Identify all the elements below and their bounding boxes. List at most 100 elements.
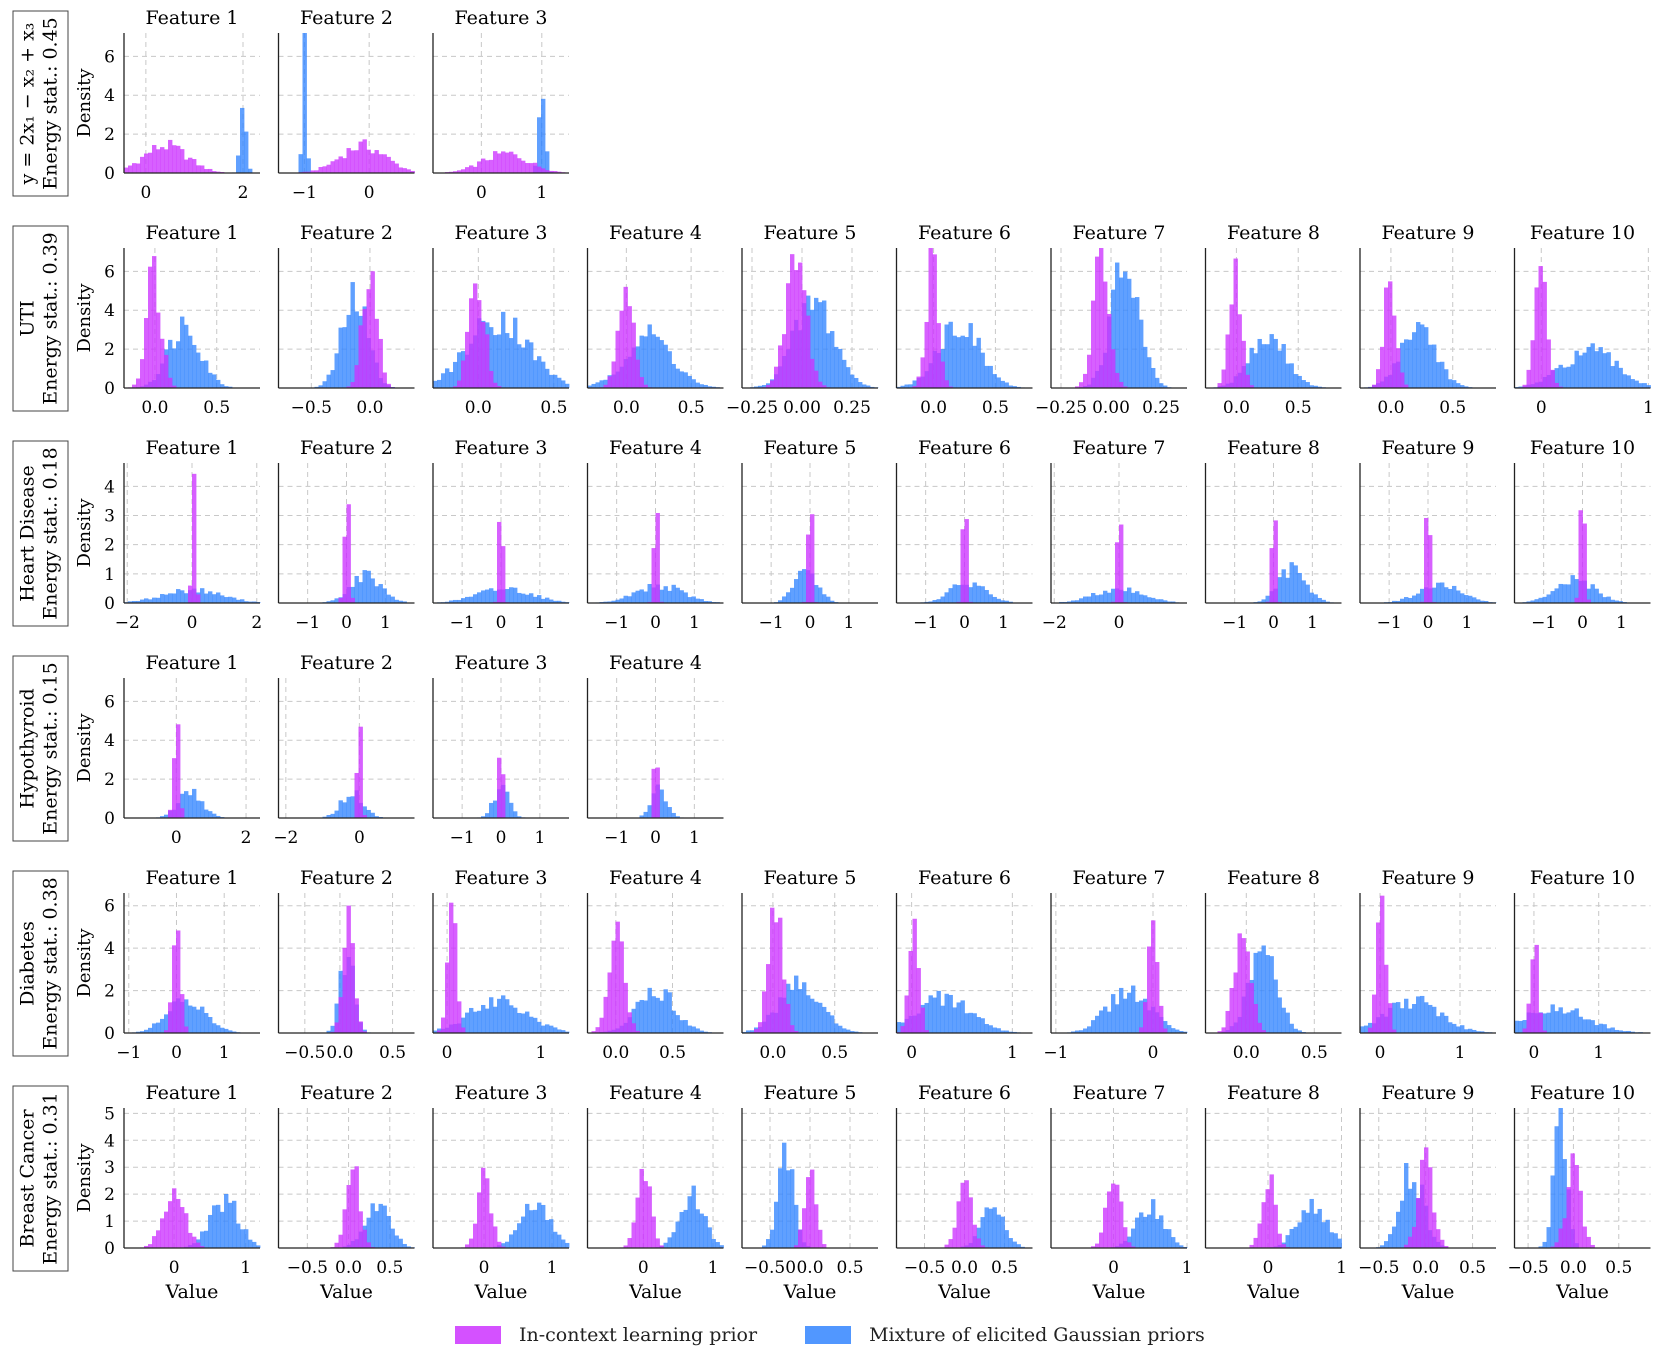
bar-icl	[1233, 972, 1238, 1033]
bar-gauss	[521, 1013, 526, 1033]
bar-gauss	[1115, 262, 1120, 388]
bar-gauss	[1155, 1218, 1160, 1248]
panel-diabetes-6: 0 1 Feature 6	[895, 867, 1033, 1063]
bar-icl	[148, 266, 153, 388]
bar-gauss	[1420, 588, 1425, 603]
bar-icl	[152, 145, 157, 173]
legend-item-icl: In-context learning prior	[455, 1324, 757, 1346]
bar-icl	[1534, 944, 1539, 1033]
bar-gauss	[1163, 1228, 1168, 1248]
xtick-label: 0	[364, 183, 375, 203]
bar-icl	[469, 165, 474, 173]
row-label-uti: UTI	[17, 300, 39, 336]
bar-icl	[1432, 1212, 1437, 1248]
bar-gauss	[675, 816, 680, 818]
bar-gauss	[541, 98, 546, 173]
bar-gauss	[707, 1227, 712, 1248]
row-label-box-heart	[12, 440, 69, 627]
xtick-label: 1	[380, 613, 391, 633]
bar-icl	[1249, 1244, 1254, 1248]
panel-uti-4: 0.0 0.5 Feature 4	[586, 222, 724, 418]
bar-icl	[497, 1241, 502, 1248]
bar-icl	[208, 168, 213, 173]
xtick-label: 0.0	[602, 1043, 629, 1063]
bar-gauss	[1618, 367, 1623, 388]
row-label-diabetes: Diabetes	[17, 921, 39, 1006]
bar-gauss	[1155, 599, 1160, 603]
panel-title: Feature 4	[609, 222, 702, 244]
bar-gauss	[338, 800, 343, 818]
bar-icl	[501, 546, 506, 603]
bar-gauss	[1404, 339, 1409, 388]
bar-gauss	[695, 1209, 700, 1248]
bar-icl	[366, 1242, 371, 1248]
panel-diabetes-9: 0 1 Feature 9	[1359, 867, 1496, 1063]
bar-gauss	[976, 585, 981, 603]
bar-gauss	[834, 346, 839, 388]
bar-icl	[318, 167, 323, 173]
bar-gauss	[1103, 590, 1108, 603]
bar-icl	[192, 159, 197, 173]
bar-icl	[1372, 994, 1377, 1033]
bar-gauss	[667, 807, 672, 818]
bar-gauss	[485, 813, 490, 818]
panel-breast-4: 0 1 Feature 4 Value	[586, 1082, 724, 1303]
bar-gauss	[565, 1242, 570, 1248]
bar-gauss	[1175, 1242, 1180, 1248]
xtick-label: −0.25	[726, 398, 778, 418]
bar-icl	[1428, 1167, 1433, 1248]
xtick-label: −0.25	[1035, 398, 1087, 418]
panel-diabetes-10: 0 1 Feature 10	[1513, 867, 1651, 1063]
bar-gauss	[330, 600, 335, 603]
xtick-label: 0.0	[1412, 1258, 1439, 1278]
bar-icl	[615, 921, 620, 1033]
bar-icl	[611, 361, 616, 388]
panel-title: Feature 1	[145, 437, 238, 459]
bar-gauss	[1558, 583, 1563, 603]
xtick-label: −1	[1222, 613, 1247, 633]
panel-diabetes-7: −1 0 Feature 7	[1043, 867, 1188, 1063]
bar-icl	[362, 139, 367, 173]
bar-gauss	[591, 383, 596, 388]
bar-icl	[485, 1178, 490, 1248]
bar-icl	[485, 334, 490, 388]
bar-icl	[916, 376, 921, 388]
ytick-label: 5	[104, 1104, 115, 1124]
bar-gauss	[1075, 1030, 1080, 1033]
bar-icl	[350, 150, 355, 173]
bar-gauss	[1000, 380, 1005, 388]
bar-icl	[144, 153, 149, 173]
bar-gauss	[1317, 1208, 1322, 1248]
bar-icl	[164, 1211, 169, 1248]
xlabel: Value	[1246, 1281, 1300, 1303]
xtick-label: −2	[115, 613, 140, 633]
bar-gauss	[529, 342, 534, 388]
bar-gauss	[671, 584, 676, 603]
xtick-label: 0	[187, 613, 198, 633]
ytick-label: 0	[104, 809, 115, 829]
bar-gauss	[1534, 599, 1539, 603]
bar-gauss	[1301, 380, 1306, 388]
bar-gauss	[322, 381, 327, 388]
bar-gauss	[549, 1219, 554, 1248]
bar-gauss	[509, 1005, 514, 1033]
bar-gauss	[517, 1223, 522, 1248]
bar-gauss	[1400, 342, 1405, 388]
xtick-label: 0	[354, 828, 365, 848]
bar-gauss	[1167, 1025, 1172, 1033]
bar-gauss	[936, 599, 941, 603]
xtick-label: 1	[536, 183, 547, 203]
bar-gauss	[1289, 363, 1294, 388]
bar-gauss	[342, 327, 347, 388]
bar-gauss	[1000, 1030, 1005, 1033]
bar-icl	[924, 321, 929, 388]
bar-gauss	[1305, 584, 1310, 603]
bar-icl	[172, 145, 177, 173]
bar-icl	[410, 170, 415, 173]
bar-icl	[1538, 1012, 1543, 1033]
bar-gauss	[699, 384, 704, 388]
xlabel: Value	[937, 1281, 991, 1303]
bar-gauss	[1285, 1235, 1290, 1248]
bar-gauss	[770, 1229, 775, 1248]
